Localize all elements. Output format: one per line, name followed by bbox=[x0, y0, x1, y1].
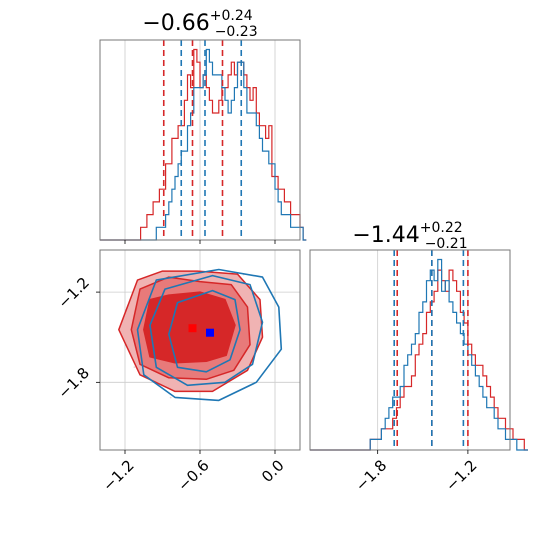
y-tick-label-1: −1.2 bbox=[54, 274, 92, 312]
panel-3-title-minus: −0.21 bbox=[425, 236, 468, 252]
panel-1-ticks bbox=[124, 240, 276, 244]
panel-top-left: −0.66+0.24 −0.23 bbox=[99, 8, 307, 244]
panel-1-title-plus: +0.24 bbox=[210, 8, 253, 24]
panel-bottom-left: −1.2 −0.6 0.0 −1.8 −1.2 bbox=[54, 249, 301, 495]
panel-3-hist bbox=[310, 258, 528, 451]
panel-1-title: −0.66+0.24 −0.23 bbox=[142, 8, 257, 40]
panel-3-quantiles bbox=[393, 250, 469, 450]
panel-3-ticks: −1.8 −1.2 bbox=[352, 450, 481, 495]
panel-3-title-plus: +0.22 bbox=[420, 220, 463, 236]
panel-1-title-value: −0.66 bbox=[142, 11, 209, 36]
panel-1-quantiles bbox=[162, 40, 243, 240]
x-tick-label-0: −1.8 bbox=[352, 456, 390, 494]
best-fit-point-0 bbox=[188, 324, 197, 333]
x-tick-label-1: −1.2 bbox=[442, 456, 480, 494]
panel-2-contours bbox=[118, 268, 283, 402]
panel-1-title-minus: −0.23 bbox=[215, 24, 258, 40]
hist-series-0 bbox=[100, 48, 307, 241]
panel-3-frame bbox=[309, 249, 511, 451]
best-fit-point-1 bbox=[206, 328, 214, 337]
panel-3-title-value: −1.44 bbox=[352, 223, 419, 248]
x-tick-label-1: −0.6 bbox=[174, 456, 212, 494]
panel-3-grid bbox=[377, 250, 469, 450]
panel-3-title: −1.44+0.22 −0.21 bbox=[352, 220, 467, 252]
hist-series-0 bbox=[310, 269, 528, 451]
sample-point bbox=[133, 366, 136, 368]
contour-blue-1 bbox=[149, 274, 264, 387]
sample-point bbox=[169, 396, 172, 399]
contour-blue-2 bbox=[136, 268, 283, 402]
x-tick-label-0: −1.2 bbox=[99, 456, 137, 494]
contour-blue-0 bbox=[168, 289, 241, 373]
x-tick-label-2: 0.0 bbox=[258, 456, 288, 486]
panel-bottom-right: −1.8 −1.2 −1.44+0.22 −0.21 bbox=[309, 220, 528, 495]
panel-2-points bbox=[188, 324, 214, 337]
y-tick-label-0: −1.8 bbox=[54, 364, 92, 402]
